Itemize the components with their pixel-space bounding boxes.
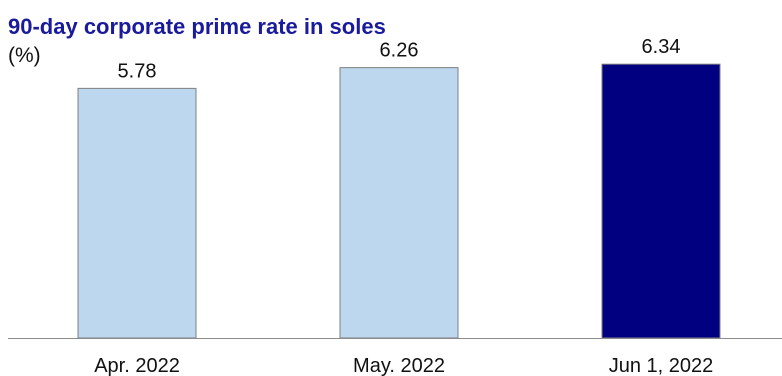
data-label-2: 6.26 [380, 40, 419, 62]
x-tick-label-2: May. 2022 [353, 355, 445, 376]
x-tick-label-3: Jun 1, 2022 [609, 355, 714, 376]
bar-3 [601, 63, 721, 339]
bar-1 [77, 87, 197, 339]
chart-title: 90-day corporate prime rate in soles [8, 14, 386, 39]
x-tick-label-1: Apr. 2022 [94, 355, 180, 376]
data-label-3: 6.34 [642, 36, 681, 58]
bars-group [77, 63, 721, 339]
data-label-1: 5.78 [118, 60, 157, 82]
chart-subtitle: (%) [8, 44, 41, 67]
labels-group: 5.78 Apr. 2022 6.26 May. 2022 6.34 Jun 1, 202… [94, 36, 713, 376]
bar-2 [339, 67, 459, 339]
